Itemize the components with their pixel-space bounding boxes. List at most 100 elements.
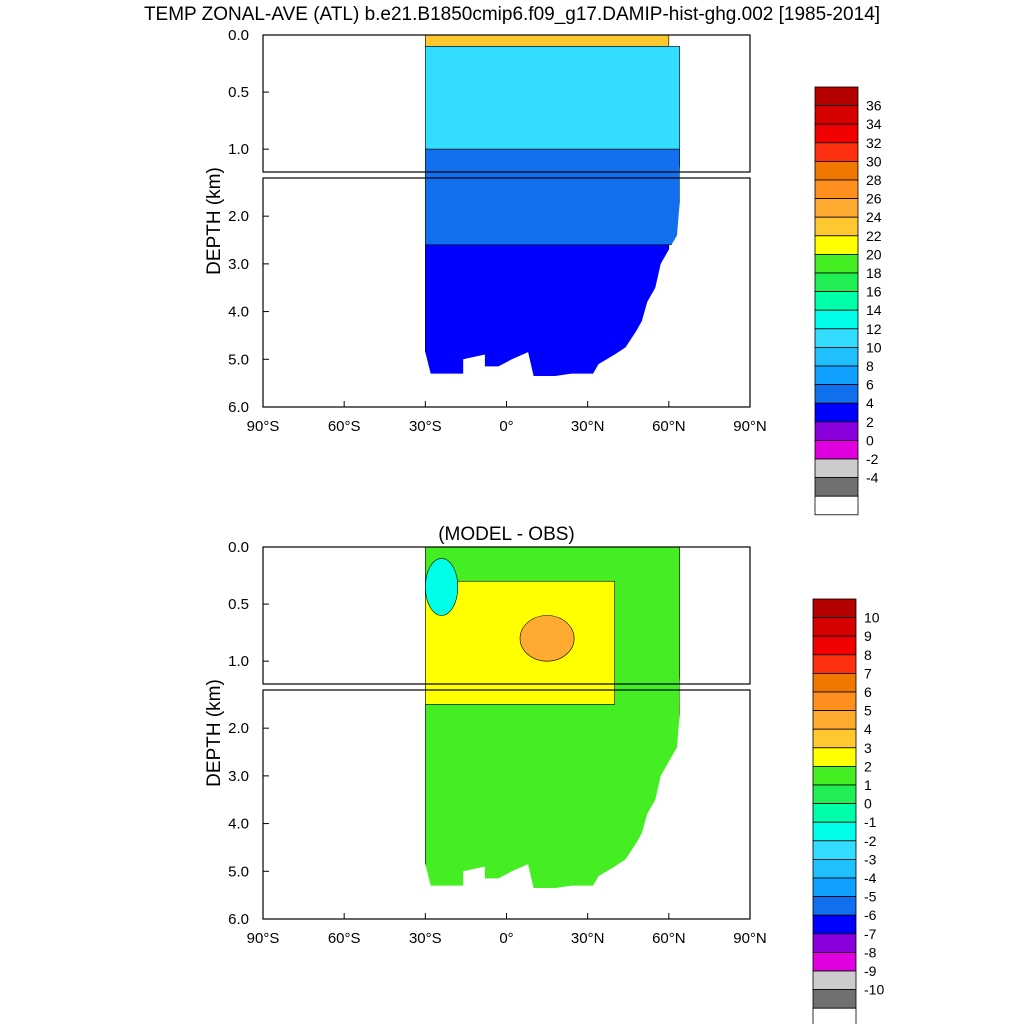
colorbar-swatch bbox=[814, 291, 859, 311]
colorbar-swatch bbox=[814, 86, 859, 107]
y-tick-label: 0.5 bbox=[228, 596, 249, 613]
y-tick-label: 0.0 bbox=[228, 27, 249, 44]
colorbar-swatch bbox=[814, 384, 859, 404]
colorbar-label: 8 bbox=[866, 358, 874, 374]
colorbar-swatch bbox=[814, 309, 859, 330]
bias-panel: 0.00.51.02.03.04.05.06.090°S 60°S 30°S 0° 30… bbox=[204, 524, 884, 1024]
y-tick-label: 5.0 bbox=[228, 863, 249, 880]
colorbar-label: 8 bbox=[864, 647, 872, 663]
colorbar-swatch bbox=[814, 458, 859, 479]
colorbar-label: 0 bbox=[864, 796, 872, 812]
x-tick-label: 90°S bbox=[247, 418, 280, 435]
colorbar-swatch bbox=[812, 635, 857, 656]
colorbar-label: -6 bbox=[864, 907, 877, 923]
temperature-panel: 0.0 0.5 1.0 2.0 3.0 4.0 5.0 6.0 90°S 60°S 30°S 0° 30… bbox=[204, 27, 882, 516]
colorbar-swatch bbox=[814, 439, 859, 460]
colorbar-label: 6 bbox=[866, 377, 874, 393]
colorbar-swatch bbox=[814, 402, 859, 423]
colorbar-label: 1 bbox=[864, 777, 872, 793]
colorbar-label: 16 bbox=[866, 284, 882, 300]
field-region bbox=[519, 615, 575, 662]
colorbar-label: 18 bbox=[866, 265, 882, 281]
colorbar-label: -4 bbox=[866, 470, 879, 486]
colorbar-label: -7 bbox=[864, 926, 877, 942]
x-tick-label: 60°S bbox=[328, 418, 361, 435]
x-tick-label: 60°S bbox=[328, 930, 361, 947]
panel-title: (MODEL - OBS) bbox=[438, 524, 575, 545]
upper-frame bbox=[262, 34, 751, 173]
upper-frame bbox=[262, 546, 751, 685]
colorbar-label: -10 bbox=[864, 982, 884, 998]
data-field bbox=[425, 35, 680, 376]
y-tick-label: 2.0 bbox=[228, 208, 249, 225]
colorbar-swatch bbox=[812, 598, 857, 619]
x-tick-label: 30°N bbox=[571, 930, 605, 947]
field-region bbox=[425, 148, 680, 246]
colorbar-label: -1 bbox=[864, 814, 877, 830]
y-tick-label: 1.0 bbox=[228, 653, 249, 670]
colorbar-label: 7 bbox=[864, 665, 872, 681]
colorbar-swatch bbox=[814, 198, 859, 218]
colorbar-label: 3 bbox=[864, 740, 872, 756]
colorbar-swatch bbox=[812, 710, 857, 730]
colorbar-label: -9 bbox=[864, 963, 877, 979]
data-field bbox=[425, 547, 680, 888]
colorbar-label: 30 bbox=[866, 153, 882, 169]
colorbar-swatch bbox=[812, 970, 857, 991]
colorbar-swatch bbox=[814, 328, 859, 348]
colorbar-label: 32 bbox=[866, 135, 882, 151]
colorbar-swatch bbox=[812, 617, 857, 637]
colorbar-swatch bbox=[812, 859, 857, 879]
colorbar-swatch bbox=[812, 673, 857, 693]
y-tick-label: 1.0 bbox=[228, 141, 249, 158]
colorbar-swatch bbox=[814, 123, 859, 144]
x-tick-label: 0° bbox=[499, 418, 513, 435]
y-axis-label: DEPTH (km) bbox=[204, 679, 225, 787]
colorbar-swatch bbox=[814, 477, 859, 497]
colorbar-label: 10 bbox=[866, 339, 882, 355]
colorbar-label: -8 bbox=[864, 944, 877, 960]
y-tick-label: 6.0 bbox=[228, 911, 249, 928]
x-tick-label: 60°N bbox=[652, 418, 686, 435]
colorbar-label: -5 bbox=[864, 889, 877, 905]
colorbar-swatch bbox=[812, 989, 857, 1009]
y-tick-label: 6.0 bbox=[228, 399, 249, 416]
colorbar-swatch bbox=[812, 840, 857, 860]
colorbar-label: 34 bbox=[866, 116, 882, 132]
y-tick-label: 3.0 bbox=[228, 768, 249, 785]
y-axis-label: DEPTH (km) bbox=[204, 167, 225, 275]
x-tick-label: 0° bbox=[499, 930, 513, 947]
colorbar-swatch bbox=[814, 105, 859, 125]
colorbar-swatch bbox=[812, 747, 857, 767]
colorbar-swatch bbox=[812, 691, 857, 712]
colorbar-label: -2 bbox=[864, 833, 877, 849]
x-tick-label: 90°N bbox=[733, 930, 767, 947]
colorbar-swatch bbox=[812, 914, 857, 935]
colorbar-label: 20 bbox=[866, 246, 882, 262]
x-tick-label: 30°S bbox=[409, 418, 442, 435]
colorbar-label: -4 bbox=[864, 870, 877, 886]
field-region bbox=[425, 46, 680, 150]
colorbar-label: 22 bbox=[866, 228, 882, 244]
x-tick-label: 60°N bbox=[652, 930, 686, 947]
x-tick-label: 90°N bbox=[733, 418, 767, 435]
colorbar-swatch bbox=[812, 821, 857, 842]
colorbar-label: 9 bbox=[864, 628, 872, 644]
colorbar-swatch bbox=[812, 877, 857, 898]
y-tick-label: 2.0 bbox=[228, 720, 249, 737]
field-region bbox=[425, 35, 670, 47]
y-tick-label: 3.0 bbox=[228, 256, 249, 273]
colorbar-label: 28 bbox=[866, 172, 882, 188]
colorbar-label: 6 bbox=[864, 684, 872, 700]
x-tick-label: 90°S bbox=[247, 930, 280, 947]
colorbar-swatch bbox=[812, 933, 857, 953]
colorbar-swatch bbox=[814, 179, 859, 200]
field-region bbox=[425, 558, 459, 616]
colorbar-swatch bbox=[814, 142, 859, 162]
y-tick-label: 0.5 bbox=[228, 84, 249, 101]
colorbar-swatch bbox=[814, 235, 859, 255]
colorbar-swatch bbox=[812, 728, 857, 749]
figure-title: TEMP ZONAL-AVE (ATL) b.e21.B1850cmip6.f0… bbox=[143, 4, 881, 25]
